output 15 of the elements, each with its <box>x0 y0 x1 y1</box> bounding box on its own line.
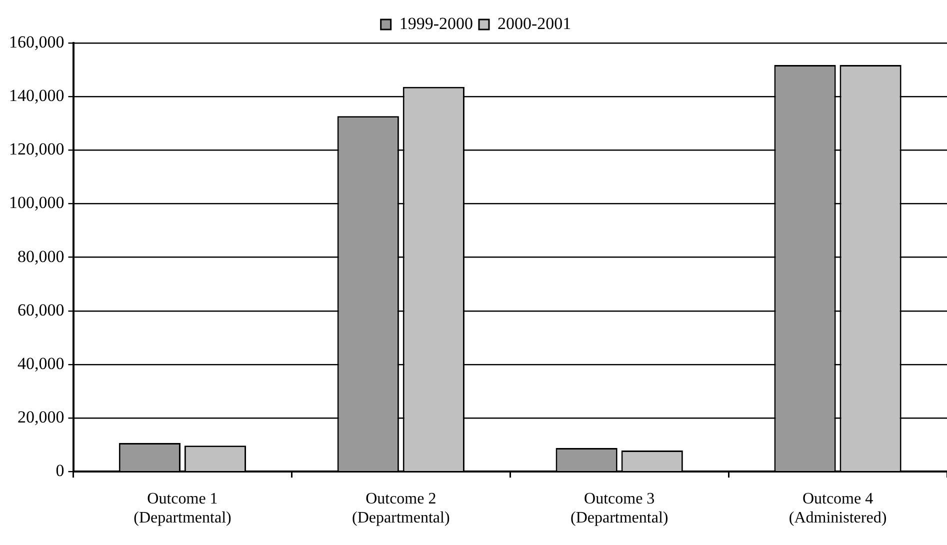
y-tick-label: 60,000 <box>18 300 64 320</box>
y-tick-label: 120,000 <box>9 140 64 159</box>
y-tick-label: 140,000 <box>9 86 64 106</box>
legend-label: 2000-2001 <box>498 14 572 33</box>
x-tick-label: Outcome 1 (Departmental) <box>134 490 232 527</box>
y-tick-label: 160,000 <box>9 32 64 52</box>
x-tick-label: Outcome 3 (Departmental) <box>570 490 668 527</box>
legend-label: 1999-2000 <box>399 14 474 33</box>
y-tick-label: 0 <box>56 461 64 480</box>
y-tick-label: 40,000 <box>18 354 64 373</box>
x-tick-label: Outcome 4 (Administered) <box>788 490 887 527</box>
y-tick-label: 80,000 <box>18 246 64 266</box>
x-tick-label: Outcome 2 (Departmental) <box>352 490 450 527</box>
y-tick-label: 100,000 <box>9 193 64 212</box>
y-tick-label: 20,000 <box>18 407 64 426</box>
